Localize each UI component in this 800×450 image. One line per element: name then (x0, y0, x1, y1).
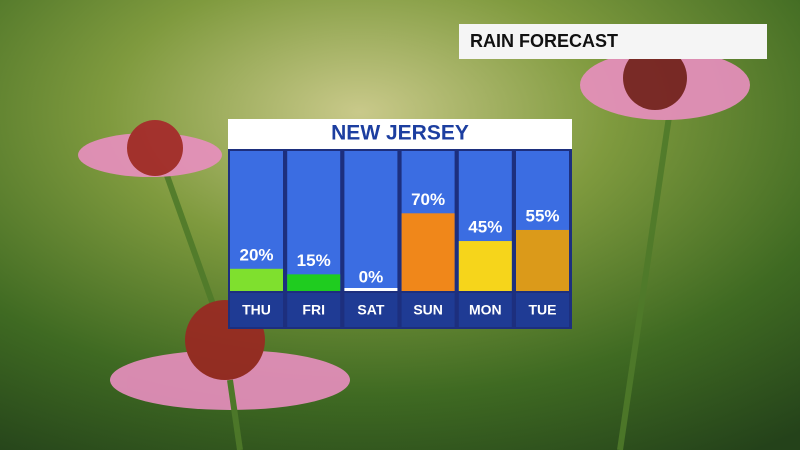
flowers (78, 46, 750, 450)
bar (458, 241, 512, 291)
value-label: 0% (359, 267, 384, 286)
column-bg (230, 151, 283, 291)
column-bg (287, 151, 341, 291)
day-cell (344, 293, 398, 327)
bar (287, 274, 341, 291)
header-box (459, 24, 767, 59)
chart-panel (228, 149, 572, 329)
header-title: RAIN FORECAST (470, 31, 618, 51)
day-cell (401, 293, 455, 327)
bar (344, 288, 398, 291)
bar (230, 268, 283, 291)
day-cell (287, 293, 341, 327)
value-label: 45% (468, 218, 502, 237)
day-cell (458, 293, 512, 327)
x-tick-label: SAT (357, 302, 384, 318)
x-tick-label: THU (242, 302, 271, 318)
chart-title-bar (228, 119, 572, 149)
x-tick-label: FRI (302, 302, 325, 318)
value-label: 55% (525, 206, 559, 225)
day-cell (230, 293, 283, 327)
value-label: 20% (239, 245, 273, 264)
day-cell (516, 293, 569, 327)
bar (516, 229, 569, 291)
x-tick-label: SUN (413, 302, 443, 318)
value-label: 70% (411, 190, 445, 209)
bar (401, 213, 455, 291)
chart-title: NEW JERSEY (331, 122, 469, 145)
x-tick-label: TUE (529, 302, 557, 318)
x-tick-label: MON (469, 302, 502, 318)
value-label: 15% (297, 251, 331, 270)
column-bg (344, 151, 398, 291)
